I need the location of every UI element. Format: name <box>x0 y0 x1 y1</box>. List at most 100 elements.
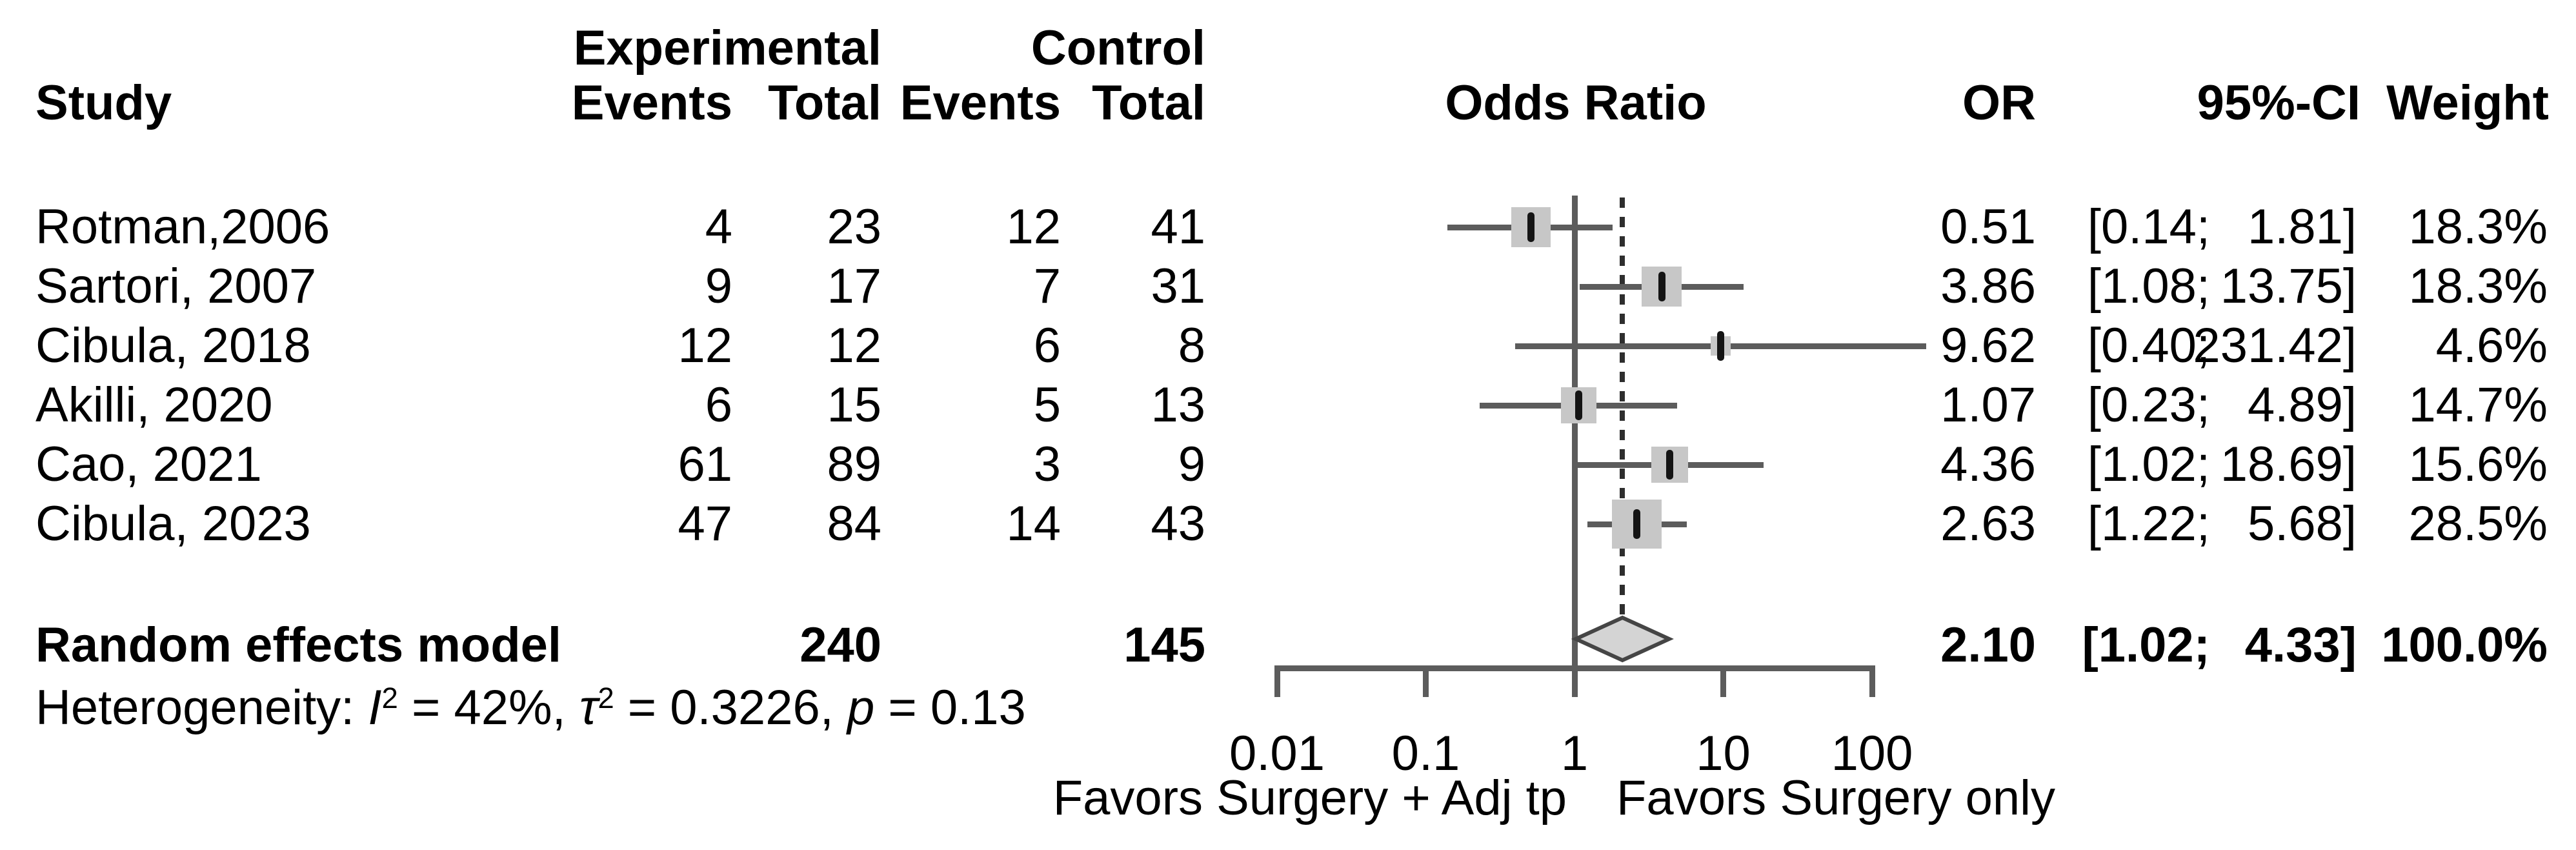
x-axis-tick-label: 100 <box>1831 726 1913 781</box>
ci-lower-value: [0.23; <box>2087 378 2210 432</box>
ctrl-events-value: 6 <box>1033 318 1061 373</box>
ctrl-total-value: 8 <box>1178 318 1205 373</box>
exp-total-value: 23 <box>827 199 881 254</box>
ci-upper-value: 13.75] <box>2220 259 2357 314</box>
p-symbol: p <box>847 680 875 735</box>
ctrl-events-value: 7 <box>1033 259 1061 314</box>
summary-ci-upper-value: 4.33] <box>2244 618 2357 673</box>
control-group-header: Control <box>1031 21 1205 76</box>
point-estimate-marker <box>1575 390 1583 420</box>
summary-exp-total-value: 240 <box>800 618 881 673</box>
reference-line <box>1571 196 1578 697</box>
i-squared-symbol: I <box>368 680 382 735</box>
ci-upper-value: 5.68] <box>2247 496 2357 551</box>
ci-lower-value: [0.14; <box>2087 199 2210 254</box>
ci-upper-value: 231.42] <box>2193 318 2357 373</box>
study-name: Rotman,2006 <box>35 199 330 254</box>
ctrl-total-value: 9 <box>1178 437 1205 492</box>
ctrl-total-value: 43 <box>1151 496 1205 551</box>
x-axis-tick-label: 1 <box>1560 726 1589 781</box>
exp-events-value: 12 <box>678 318 732 373</box>
or-column-header: OR <box>1962 76 2036 130</box>
weight-value: 28.5% <box>2408 496 2548 551</box>
exp-events-value: 61 <box>678 437 732 492</box>
or-value: 0.51 <box>1940 199 2036 254</box>
point-estimate-marker <box>1665 450 1673 480</box>
x-axis-tick <box>1274 665 1280 697</box>
ctrl-events-value: 12 <box>1006 199 1061 254</box>
study-name: Cibula, 2018 <box>35 318 311 373</box>
exp-events-value: 9 <box>705 259 732 314</box>
x-axis-tick <box>1720 665 1726 697</box>
ci-upper-value: 18.69] <box>2220 437 2357 492</box>
x-axis-tick <box>1571 665 1578 697</box>
ctrl-total-value: 13 <box>1151 378 1205 432</box>
summary-or-value: 2.10 <box>1940 618 2036 673</box>
axis-right-direction-label: Favors Surgery only <box>1616 771 2056 825</box>
study-name: Cibula, 2023 <box>35 496 311 551</box>
tau-squared-symbol: τ <box>579 680 598 735</box>
point-estimate-marker <box>1717 331 1725 361</box>
study-name: Akilli, 2020 <box>35 378 273 432</box>
p-value: = 0.13 <box>874 680 1026 735</box>
i-squared-exponent: 2 <box>381 681 398 714</box>
exp-events-value: 6 <box>705 378 732 432</box>
x-axis-tick <box>1423 665 1429 697</box>
summary-label: Random effects model <box>35 618 562 673</box>
x-axis-tick-label: 10 <box>1696 726 1751 781</box>
weight-column-header: Weight <box>2386 76 2549 130</box>
exp-total-column-header: Total <box>768 76 881 130</box>
exp-events-column-header: Events <box>571 76 732 130</box>
or-value: 4.36 <box>1940 437 2036 492</box>
or-value: 3.86 <box>1940 259 2036 314</box>
axis-left-direction-label: Favors Surgery + Adj tp <box>1052 771 1567 825</box>
x-axis-tick-label: 0.01 <box>1229 726 1325 781</box>
point-estimate-marker <box>1527 212 1535 242</box>
ci-upper-value: 4.89] <box>2247 378 2357 432</box>
exp-total-value: 89 <box>827 437 881 492</box>
experimental-group-header: Experimental <box>573 21 881 76</box>
ctrl-total-column-header: Total <box>1092 76 1205 130</box>
ctrl-events-value: 3 <box>1033 437 1061 492</box>
summary-ctrl-total-value: 145 <box>1123 618 1205 673</box>
ci-upper-value: 1.81] <box>2247 199 2357 254</box>
study-column-header: Study <box>35 76 172 130</box>
or-value: 9.62 <box>1940 318 2036 373</box>
x-axis-tick-label: 0.1 <box>1391 726 1460 781</box>
weight-value: 4.6% <box>2435 318 2548 373</box>
weight-value: 14.7% <box>2408 378 2548 432</box>
exp-total-value: 84 <box>827 496 881 551</box>
exp-events-value: 47 <box>678 496 732 551</box>
x-axis-tick <box>1869 665 1875 697</box>
heterogeneity-label: Heterogeneity: <box>35 680 368 735</box>
weight-value: 18.3% <box>2408 199 2548 254</box>
i-squared-value: = 42%, <box>397 680 579 735</box>
point-estimate-marker <box>1658 272 1665 301</box>
or-value: 1.07 <box>1940 378 2036 432</box>
ci-lower-value: [1.02; <box>2087 437 2210 492</box>
exp-total-value: 12 <box>827 318 881 373</box>
ci-column-header: 95%-CI <box>2197 76 2360 130</box>
tau-squared-exponent: 2 <box>598 681 614 714</box>
exp-total-value: 15 <box>827 378 881 432</box>
or-value: 2.63 <box>1940 496 2036 551</box>
plot-title: Odds Ratio <box>1445 76 1707 130</box>
tau-squared-value: = 0.3226, <box>614 680 847 735</box>
weight-value: 15.6% <box>2408 437 2548 492</box>
heterogeneity-note: Heterogeneity: I2 = 42%, τ2 = 0.3226, p … <box>35 683 1026 733</box>
pooled-diamond <box>1571 615 1674 663</box>
ctrl-events-value: 14 <box>1006 496 1061 551</box>
ci-lower-value: [0.40; <box>2087 318 2210 373</box>
summary-ci-lower-value: [1.02; <box>2082 618 2210 673</box>
ctrl-total-value: 41 <box>1151 199 1205 254</box>
ctrl-events-value: 5 <box>1033 378 1061 432</box>
ci-lower-value: [1.08; <box>2087 259 2210 314</box>
ci-lower-value: [1.22; <box>2087 496 2210 551</box>
exp-events-value: 4 <box>705 199 732 254</box>
ctrl-total-value: 31 <box>1151 259 1205 314</box>
summary-weight-value: 100.0% <box>2381 618 2548 673</box>
weight-value: 18.3% <box>2408 259 2548 314</box>
ctrl-events-column-header: Events <box>900 76 1061 130</box>
point-estimate-marker <box>1633 509 1641 539</box>
